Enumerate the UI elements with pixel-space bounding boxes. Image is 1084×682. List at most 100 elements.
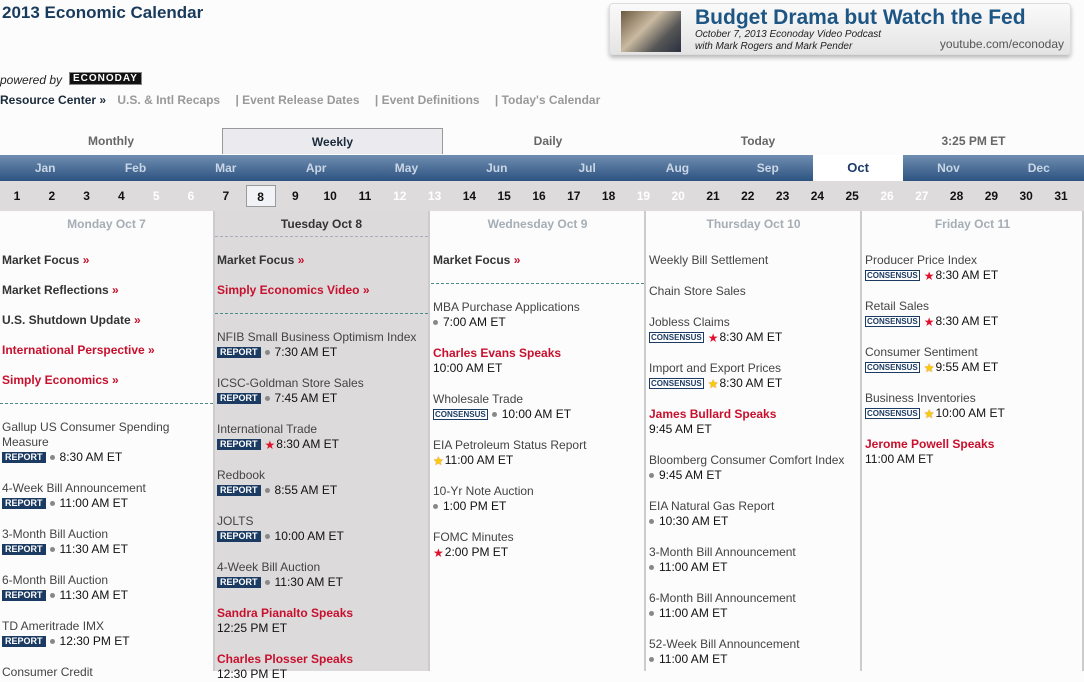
commentary-link[interactable]: Market Reflections »	[2, 283, 211, 297]
event-title[interactable]: Retail Sales	[865, 299, 930, 313]
day-1[interactable]: 1	[13, 189, 21, 203]
day-29[interactable]: 29	[984, 189, 999, 203]
event-item[interactable]: Wholesale Trade CONSENSUS 10:00 AM ET	[433, 392, 642, 422]
report-badge[interactable]: REPORT	[2, 590, 46, 601]
day-23[interactable]: 23	[775, 189, 790, 203]
day-25[interactable]: 25	[845, 189, 859, 203]
day-4[interactable]: 4	[118, 189, 125, 203]
event-title[interactable]: JOLTS	[217, 514, 254, 528]
event-item[interactable]: 4-Week Bill Announcement REPORT 11:00 AM E…	[2, 481, 211, 511]
day-15[interactable]: 15	[497, 189, 511, 203]
event-item[interactable]: Gallup US Consumer Spending Measure REPOR…	[2, 420, 211, 465]
event-item[interactable]: 52-Week Bill Announcement 11:00 AM ET	[649, 637, 858, 667]
day-8[interactable]: 8	[245, 185, 276, 207]
event-item[interactable]: MBA Purchase Applications 7:00 AM ET	[433, 300, 642, 330]
day-6[interactable]: 6	[187, 189, 195, 203]
month-mar[interactable]: Mar	[215, 161, 237, 175]
day-9[interactable]: 9	[292, 189, 299, 203]
day-header[interactable]: Wednesday Oct 9	[487, 217, 588, 231]
day-17[interactable]: 17	[567, 189, 581, 203]
consensus-badge[interactable]: CONSENSUS	[865, 316, 920, 327]
commentary-link[interactable]: International Perspective »	[2, 343, 211, 357]
month-apr[interactable]: Apr	[305, 161, 327, 175]
event-item[interactable]: 3-Month Bill Announcement 11:00 AM ET	[649, 545, 858, 575]
event-title[interactable]: 6-Month Bill Announcement	[649, 591, 796, 605]
event-item[interactable]: 4-Week Bill Auction REPORT 11:30 AM ET	[217, 560, 426, 590]
day-10[interactable]: 10	[323, 189, 337, 203]
month-aug[interactable]: Aug	[665, 161, 690, 175]
consensus-badge[interactable]: CONSENSUS	[865, 270, 920, 281]
event-title[interactable]: Redbook	[217, 468, 266, 482]
event-item[interactable]: Charles Plosser Speaks 12:30 PM ET	[217, 652, 426, 682]
event-item[interactable]: NFIB Small Business Optimism Index REPORT…	[217, 330, 426, 360]
nav-link-release-dates[interactable]: | Event Release Dates	[235, 93, 360, 107]
nav-link-recaps[interactable]: U.S. & Intl Recaps	[117, 93, 221, 107]
month-nov[interactable]: Nov	[937, 161, 960, 175]
day-24[interactable]: 24	[810, 189, 825, 203]
tab-daily[interactable]: Daily	[533, 134, 563, 148]
event-title[interactable]: Bloomberg Consumer Comfort Index	[649, 453, 845, 467]
consensus-badge[interactable]: CONSENSUS	[865, 408, 920, 419]
day-16[interactable]: 16	[532, 189, 546, 203]
day-13[interactable]: 13	[427, 189, 442, 203]
event-title[interactable]: ICSC-Goldman Store Sales	[217, 376, 364, 390]
event-title[interactable]: Charles Plosser Speaks	[217, 652, 354, 666]
day-19[interactable]: 19	[636, 189, 651, 203]
day-5[interactable]: 5	[152, 189, 160, 203]
event-item[interactable]: Charles Evans Speaks 10:00 AM ET	[433, 346, 642, 376]
day-30[interactable]: 30	[1019, 189, 1033, 203]
event-title[interactable]: 3-Month Bill Announcement	[649, 545, 796, 559]
day-header[interactable]: Friday Oct 11	[934, 217, 1011, 231]
event-item[interactable]: 3-Month Bill Auction REPORT 11:30 AM ET	[2, 527, 211, 557]
event-title[interactable]: EIA Petroleum Status Report	[433, 438, 587, 452]
event-title[interactable]: NFIB Small Business Optimism Index	[217, 330, 417, 344]
day-20[interactable]: 20	[671, 189, 685, 203]
event-title[interactable]: Chain Store Sales	[649, 284, 746, 298]
event-item[interactable]: Bloomberg Consumer Comfort Index 9:45 AM …	[649, 453, 858, 483]
event-title[interactable]: Consumer Credit	[2, 665, 93, 679]
event-title[interactable]: Jerome Powell Speaks	[865, 437, 995, 451]
day-14[interactable]: 14	[462, 189, 477, 203]
month-sep[interactable]: Sep	[756, 161, 779, 175]
event-item[interactable]: International Trade REPORT ★ 8:30 AM ET	[217, 422, 426, 452]
event-title[interactable]: Jobless Claims	[649, 315, 730, 329]
event-title[interactable]: TD Ameritrade IMX	[2, 619, 105, 633]
event-title[interactable]: Business Inventories	[865, 391, 976, 405]
event-item[interactable]: Consumer Sentiment CONSENSUS ★ 9:55 AM ET	[865, 345, 1080, 375]
consensus-badge[interactable]: CONSENSUS	[433, 409, 488, 420]
event-item[interactable]: Retail Sales CONSENSUS ★ 8:30 AM ET	[865, 299, 1080, 329]
commentary-link[interactable]: Market Focus »	[2, 253, 211, 267]
event-item[interactable]: Sandra Pianalto Speaks 12:25 PM ET	[217, 606, 426, 636]
report-badge[interactable]: REPORT	[217, 531, 261, 542]
event-title[interactable]: International Trade	[217, 422, 318, 436]
report-badge[interactable]: REPORT	[217, 393, 261, 404]
day-26[interactable]: 26	[880, 189, 894, 203]
day-21[interactable]: 21	[706, 189, 720, 203]
consensus-badge[interactable]: CONSENSUS	[649, 378, 704, 389]
report-badge[interactable]: REPORT	[2, 498, 46, 509]
event-title[interactable]: James Bullard Speaks	[649, 407, 777, 421]
event-item[interactable]: EIA Natural Gas Report 10:30 AM ET	[649, 499, 858, 529]
event-title[interactable]: 3-Month Bill Auction	[2, 527, 109, 541]
day-7[interactable]: 7	[222, 189, 230, 203]
event-title[interactable]: Gallup US Consumer Spending Measure	[2, 420, 170, 449]
month-jun[interactable]: Jun	[486, 161, 508, 175]
event-item[interactable]: Chain Store Sales	[649, 284, 858, 299]
event-item[interactable]: ICSC-Goldman Store Sales REPORT 7:45 AM ET	[217, 376, 426, 406]
month-jan[interactable]: Jan	[34, 161, 56, 175]
event-item[interactable]: FOMC Minutes ★ 2:00 PM ET	[433, 530, 642, 560]
event-title[interactable]: MBA Purchase Applications	[433, 300, 580, 314]
consensus-badge[interactable]: CONSENSUS	[865, 362, 920, 373]
event-item[interactable]: James Bullard Speaks 9:45 AM ET	[649, 407, 858, 437]
month-jul[interactable]: Jul	[578, 161, 596, 175]
report-badge[interactable]: REPORT	[217, 485, 261, 496]
day-3[interactable]: 3	[83, 189, 90, 203]
event-item[interactable]: Jerome Powell Speaks 11:00 AM ET	[865, 437, 1080, 467]
event-item[interactable]: Business Inventories CONSENSUS ★ 10:00 AM E…	[865, 391, 1080, 421]
event-title[interactable]: 4-Week Bill Auction	[217, 560, 321, 574]
day-header[interactable]: Monday Oct 7	[67, 217, 146, 231]
month-feb[interactable]: Feb	[124, 161, 147, 175]
tab-monthly[interactable]: Monthly	[88, 134, 134, 148]
event-title[interactable]: Wholesale Trade	[433, 392, 524, 406]
event-title[interactable]: Sandra Pianalto Speaks	[217, 606, 354, 620]
